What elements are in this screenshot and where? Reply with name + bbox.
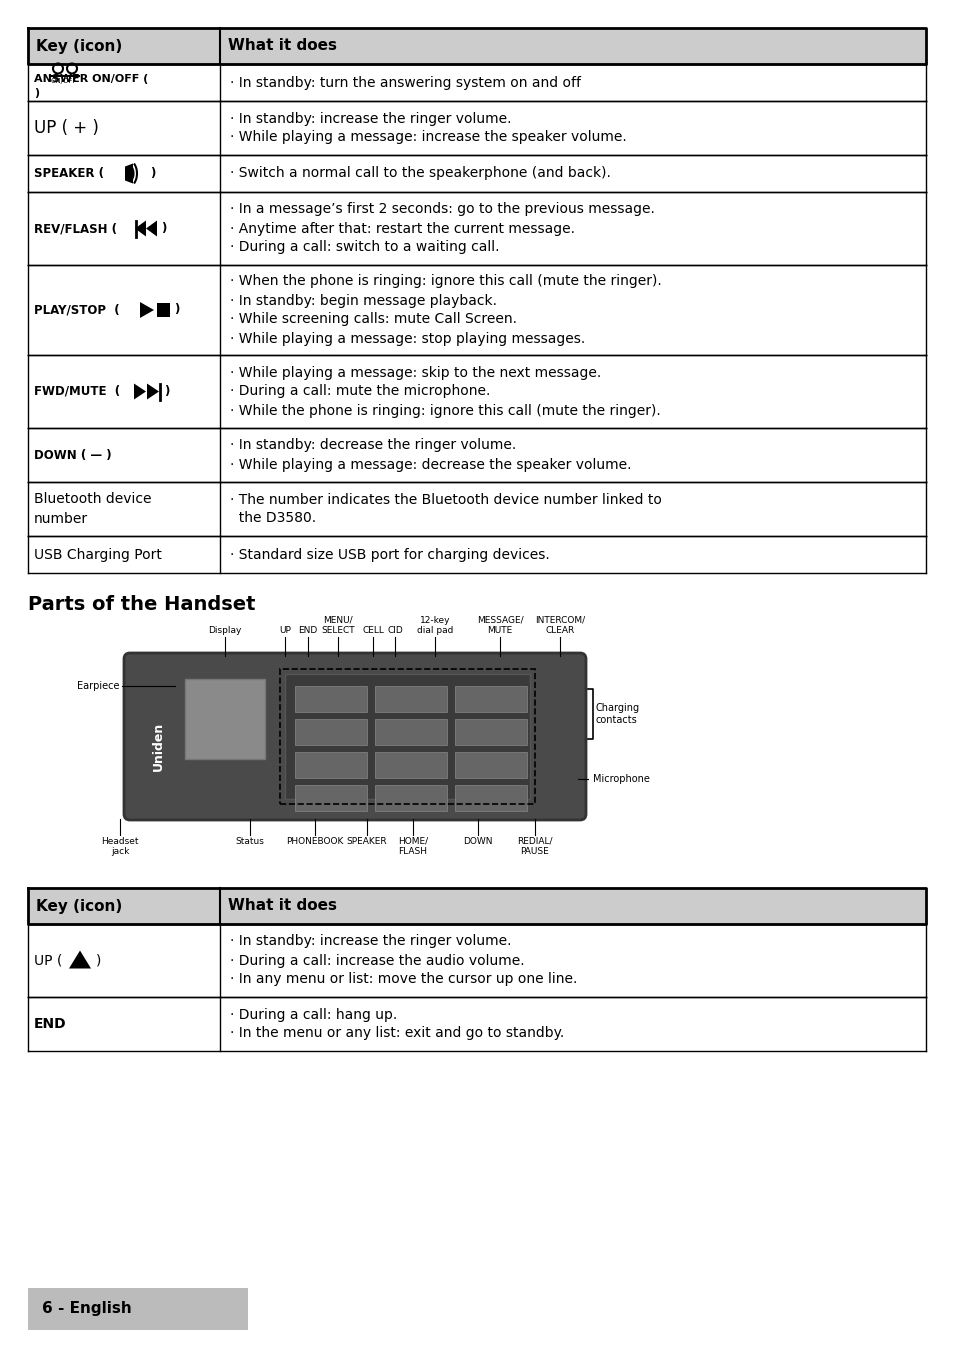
Polygon shape [146,221,157,237]
Text: CID: CID [387,625,402,635]
Text: · Switch a normal call to the speakerphone (and back).: · Switch a normal call to the speakerpho… [230,167,610,180]
Text: · During a call: mute the microphone.: · During a call: mute the microphone. [230,385,490,398]
Bar [157,303,170,317]
FancyBboxPatch shape [124,654,585,820]
Bar [455,785,526,811]
Text: UP ( + ): UP ( + ) [34,118,99,137]
Text: CELL: CELL [362,625,383,635]
Text: · Anytime after that: restart the current message.: · Anytime after that: restart the curren… [230,222,575,235]
Bar [294,686,367,712]
Bar [28,1289,248,1330]
Polygon shape [147,383,159,399]
Bar [294,785,367,811]
Text: · When the phone is ringing: ignore this call (mute the ringer).: · When the phone is ringing: ignore this… [230,274,661,288]
Text: REV/FLASH (: REV/FLASH ( [34,222,117,235]
Text: ON/OFF: ON/OFF [51,78,77,83]
Text: USB Charging Port: USB Charging Port [34,547,162,561]
Text: SPEAKER: SPEAKER [346,837,387,846]
Text: ): ) [173,304,179,316]
Text: number: number [34,512,88,526]
Text: MESSAGE/
MUTE: MESSAGE/ MUTE [476,616,523,635]
Bar [185,679,265,759]
Text: Earpiece: Earpiece [77,681,120,691]
Text: · In standby: increase the ringer volume.: · In standby: increase the ringer volume… [230,112,511,125]
Text: · In standby: increase the ringer volume.: · In standby: increase the ringer volume… [230,935,511,948]
Bar [28,888,925,924]
Text: FWD/MUTE  (: FWD/MUTE ( [34,385,120,398]
Bar [455,720,526,745]
Bar [28,28,925,65]
Text: · While playing a message: skip to the next message.: · While playing a message: skip to the n… [230,366,600,379]
Text: · While playing a message: increase the speaker volume.: · While playing a message: increase the … [230,130,626,144]
Text: · In any menu or list: move the cursor up one line.: · In any menu or list: move the cursor u… [230,972,577,986]
Bar [375,785,447,811]
Text: Display: Display [208,625,241,635]
Polygon shape [140,303,153,317]
Text: Headset
jack: Headset jack [101,837,138,857]
Text: UP: UP [279,625,291,635]
Text: END: END [298,625,317,635]
Text: What it does: What it does [228,898,336,913]
Text: Charging
contacts: Charging contacts [596,703,639,725]
Text: · In the menu or any list: exit and go to standby.: · In the menu or any list: exit and go t… [230,1026,563,1041]
Text: · While the phone is ringing: ignore this call (mute the ringer).: · While the phone is ringing: ignore thi… [230,404,660,417]
Text: Status: Status [235,837,264,846]
Text: HOME/
FLASH: HOME/ FLASH [397,837,428,857]
Text: SPEAKER (: SPEAKER ( [34,167,104,180]
Text: · During a call: hang up.: · During a call: hang up. [230,1007,396,1021]
Text: UP (: UP ( [34,954,62,967]
Bar [285,674,530,799]
Polygon shape [133,383,146,399]
Text: END: END [34,1017,67,1032]
Text: ): ) [164,385,170,398]
Bar [375,686,447,712]
Text: Key (icon): Key (icon) [36,39,122,54]
Text: · In standby: decrease the ringer volume.: · In standby: decrease the ringer volume… [230,438,516,452]
Text: PHONEBOOK: PHONEBOOK [286,837,343,846]
Bar [375,752,447,777]
Text: · The number indicates the Bluetooth device number linked to: · The number indicates the Bluetooth dev… [230,492,661,507]
Text: · Standard size USB port for charging devices.: · Standard size USB port for charging de… [230,547,549,561]
Text: MENU/
SELECT: MENU/ SELECT [321,616,355,635]
Bar [294,752,367,777]
Text: Parts of the Handset: Parts of the Handset [28,594,255,615]
Bar [280,668,535,804]
Text: Bluetooth device: Bluetooth device [34,492,152,506]
Text: ): ) [150,167,155,180]
Text: the D3580.: the D3580. [230,511,315,526]
Text: · While playing a message: decrease the speaker volume.: · While playing a message: decrease the … [230,457,631,472]
Text: · In a message’s first 2 seconds: go to the previous message.: · In a message’s first 2 seconds: go to … [230,203,654,217]
Text: 12-key
dial pad: 12-key dial pad [416,616,453,635]
Text: DOWN ( — ): DOWN ( — ) [34,448,112,461]
Text: · While screening calls: mute Call Screen.: · While screening calls: mute Call Scree… [230,312,517,327]
Polygon shape [125,164,132,183]
Polygon shape [135,221,146,237]
Text: · In standby: turn the answering system on and off: · In standby: turn the answering system … [230,75,580,90]
Text: DOWN: DOWN [463,837,493,846]
Text: ANSWER ON/OFF (: ANSWER ON/OFF ( [34,74,148,85]
Bar [294,720,367,745]
Text: REDIAL/
PAUSE: REDIAL/ PAUSE [517,837,552,857]
Text: Microphone: Microphone [593,773,649,784]
Bar [455,752,526,777]
Text: Uniden: Uniden [152,722,164,771]
Polygon shape [69,951,91,968]
Text: PLAY/STOP  (: PLAY/STOP ( [34,304,119,316]
Text: Key (icon): Key (icon) [36,898,122,913]
Text: What it does: What it does [228,39,336,54]
Text: · While playing a message: stop playing messages.: · While playing a message: stop playing … [230,331,584,346]
Text: ): ) [34,87,39,97]
Bar [455,686,526,712]
Text: ): ) [161,222,166,235]
Text: ): ) [96,954,101,967]
Text: INTERCOM/
CLEAR: INTERCOM/ CLEAR [535,616,584,635]
Bar [375,720,447,745]
Text: 6 - English: 6 - English [42,1302,132,1317]
Text: · During a call: switch to a waiting call.: · During a call: switch to a waiting cal… [230,241,499,254]
Text: · In standby: begin message playback.: · In standby: begin message playback. [230,293,497,308]
Text: · During a call: increase the audio volume.: · During a call: increase the audio volu… [230,954,524,967]
